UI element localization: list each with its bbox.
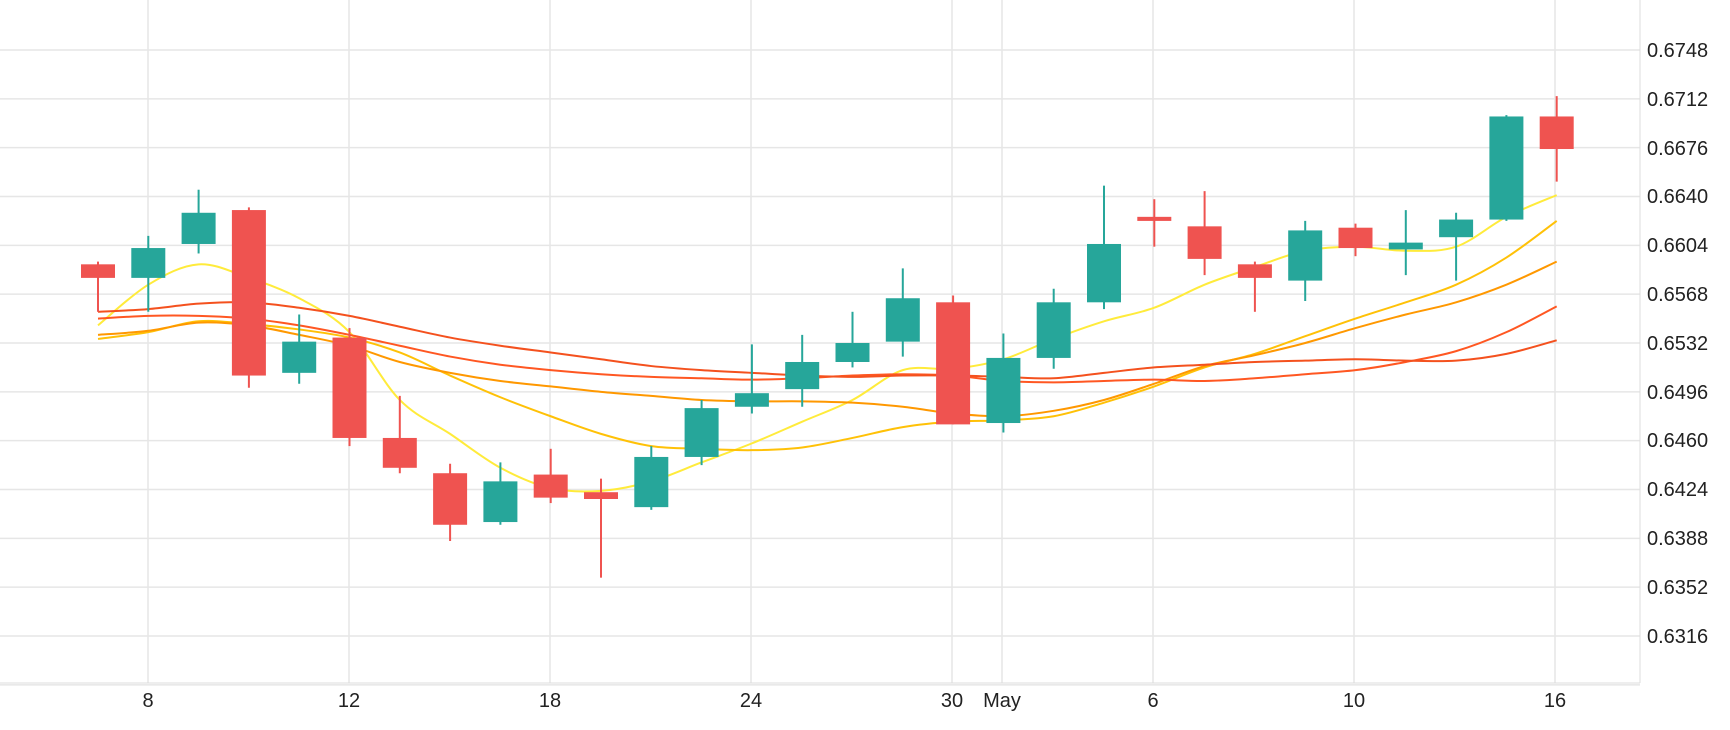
y-tick-label: 0.6496: [1647, 382, 1708, 404]
x-tick-label: 18: [539, 690, 561, 712]
y-tick-label: 0.6424: [1647, 479, 1708, 501]
candle-down: [1338, 223, 1373, 257]
candle-body: [533, 474, 568, 498]
y-tick-label: 0.6568: [1647, 284, 1708, 306]
candle-up: [1388, 210, 1423, 276]
candle-body: [81, 264, 115, 278]
x-tick-label: 30: [941, 690, 963, 712]
candle-down: [231, 207, 266, 388]
candle-up: [1288, 220, 1323, 301]
y-tick-label: 0.6316: [1647, 626, 1708, 648]
candle-down: [1187, 191, 1222, 276]
candle-up: [483, 462, 518, 525]
candle-body: [936, 302, 971, 425]
candle-down: [81, 261, 115, 312]
candle-down: [433, 463, 468, 542]
candle-body: [131, 248, 166, 278]
candle-up: [684, 399, 719, 466]
candle-body: [483, 481, 518, 523]
candle-body: [1489, 116, 1524, 220]
candle-up: [734, 344, 769, 414]
candle-body: [1087, 243, 1121, 303]
candle-up: [785, 334, 820, 407]
y-tick-label: 0.6460: [1647, 430, 1708, 452]
candle-body: [1338, 227, 1373, 249]
candle-up: [986, 333, 1021, 433]
moving-average-line: [97, 301, 1557, 380]
y-tick-label: 0.6640: [1647, 186, 1708, 208]
candle-body: [1187, 226, 1222, 259]
candle-up: [1087, 185, 1121, 310]
x-tick-label: 24: [740, 690, 762, 712]
candle-body: [382, 437, 417, 468]
y-tick-label: 0.6532: [1647, 333, 1708, 355]
y-tick-label: 0.6352: [1647, 577, 1708, 599]
candle-body: [1288, 230, 1323, 281]
candle-body: [332, 337, 367, 438]
x-tick-label: May: [983, 690, 1021, 712]
candle-up: [1489, 115, 1524, 221]
axes: 8 12 18 24 30 May 6 10 16 0.6748 0.6712 …: [0, 0, 1708, 712]
x-tick-label: 16: [1544, 690, 1566, 712]
candle-down: [1137, 199, 1172, 247]
candle-up: [131, 235, 166, 312]
x-tick-label: 6: [1147, 690, 1158, 712]
candle-body: [1237, 264, 1272, 278]
candles: [81, 96, 1574, 578]
candle-body: [1439, 219, 1474, 238]
candle-body: [181, 212, 216, 244]
candle-up: [282, 314, 317, 384]
y-tick-labels: 0.6748 0.6712 0.6676 0.6640 0.6604 0.656…: [1647, 40, 1708, 648]
x-tick-label: 12: [338, 690, 360, 712]
moving-average-lines: [97, 194, 1558, 493]
candle-body: [433, 473, 468, 525]
candle-down: [533, 448, 568, 504]
candle-body: [231, 210, 266, 376]
candle-down: [936, 295, 971, 425]
candle-body: [1036, 302, 1071, 358]
candle-body: [835, 343, 870, 362]
candle-body: [986, 357, 1021, 424]
candle-body: [1539, 116, 1574, 150]
y-tick-label: 0.6748: [1647, 40, 1708, 62]
moving-average-line: [97, 305, 1558, 384]
grid-lines: [0, 0, 1640, 686]
candle-down: [1539, 96, 1574, 182]
candle-body: [634, 456, 669, 508]
candle-up: [634, 446, 669, 510]
candle-up: [1036, 288, 1071, 369]
candle-body: [282, 341, 317, 373]
candle-up: [181, 189, 216, 254]
candle-body: [785, 361, 820, 390]
candle-body: [734, 393, 769, 407]
candle-body: [1137, 216, 1172, 221]
candle-down: [332, 328, 367, 447]
candle-body: [684, 408, 719, 457]
moving-average-line: [97, 260, 1558, 418]
moving-average-line: [97, 220, 1558, 452]
candle-down: [1237, 261, 1272, 312]
y-tick-label: 0.6712: [1647, 89, 1708, 111]
x-tick-label: 10: [1343, 690, 1365, 712]
candle-down: [382, 395, 417, 474]
candle-body: [1388, 242, 1423, 250]
candle-down: [584, 478, 618, 578]
y-tick-label: 0.6604: [1647, 235, 1708, 257]
candle-up: [885, 268, 920, 357]
y-tick-label: 0.6676: [1647, 138, 1708, 160]
candle-body: [885, 298, 920, 342]
candle-up: [1439, 212, 1474, 281]
candle-up: [835, 311, 870, 368]
candle-body: [584, 492, 618, 499]
x-tick-labels: 8 12 18 24 30 May 6 10 16: [142, 690, 1566, 712]
y-tick-label: 0.6388: [1647, 528, 1708, 550]
x-tick-label: 8: [142, 690, 153, 712]
